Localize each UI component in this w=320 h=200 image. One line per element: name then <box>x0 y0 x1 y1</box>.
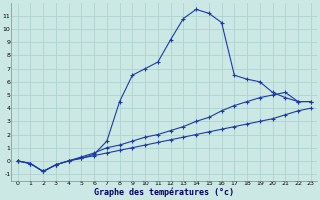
X-axis label: Graphe des températures (°c): Graphe des températures (°c) <box>94 188 234 197</box>
